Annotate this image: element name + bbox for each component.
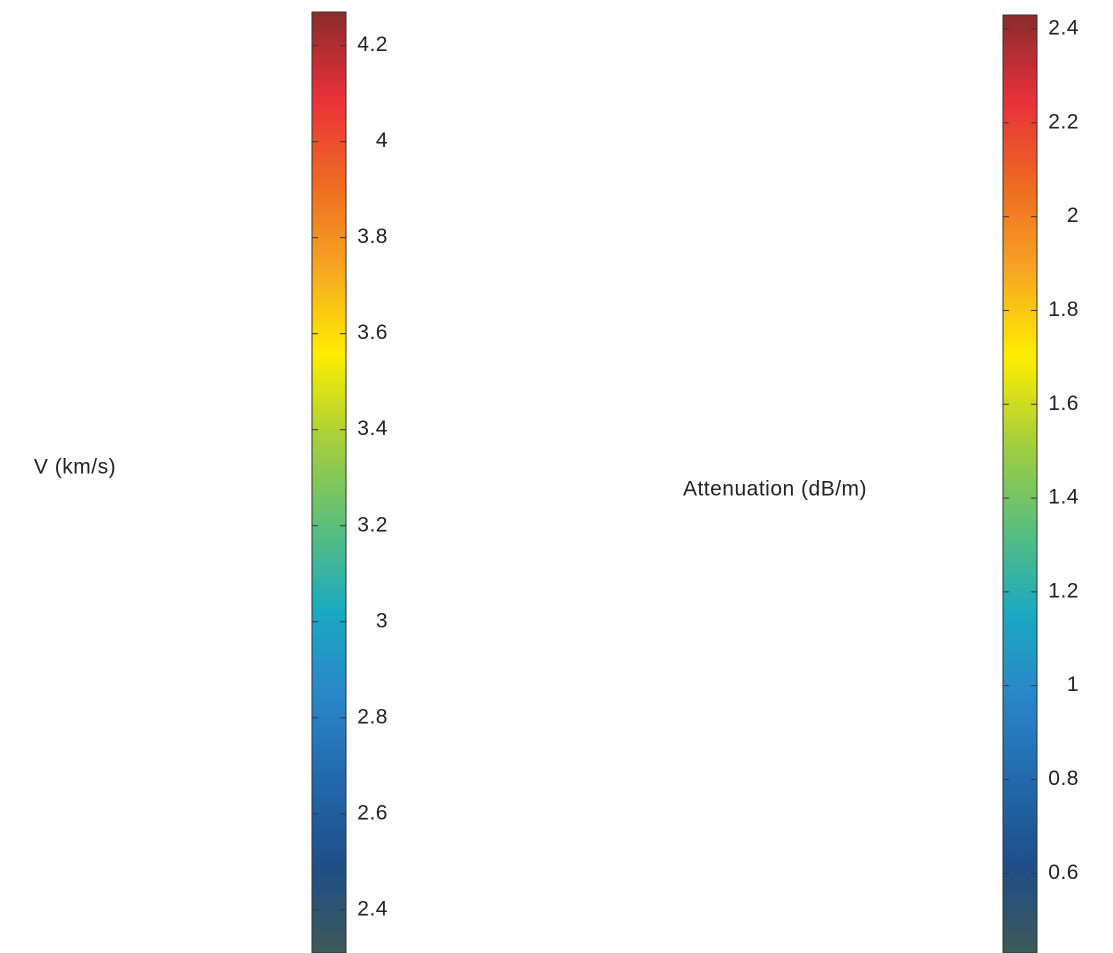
tick-label: 1.4 (1048, 486, 1079, 509)
tick-label: 1.2 (1048, 579, 1079, 602)
colorbar-label: Attenuation (dB/m) (683, 478, 867, 501)
tick-label: 3.4 (357, 417, 388, 440)
colorbar (311, 11, 347, 953)
tick-label: 2.8 (357, 705, 388, 728)
tick-label: 3 (376, 609, 388, 632)
tick-label: 4.2 (357, 33, 388, 56)
colorbar (1002, 14, 1038, 953)
tick-label: 3.8 (357, 225, 388, 248)
tick-label: 3.6 (357, 321, 388, 344)
tick-label: 1.8 (1048, 298, 1079, 321)
tick-label: 1.6 (1048, 392, 1079, 415)
tick-label: 2.4 (357, 897, 388, 920)
tick-label: 1 (1067, 673, 1079, 696)
colorbar-label: V (km/s) (34, 456, 116, 479)
tick-label: 0.6 (1048, 861, 1079, 884)
tick-label: 2.6 (357, 801, 388, 824)
tick-label: 0.8 (1048, 767, 1079, 790)
tick-label: 2 (1067, 204, 1079, 227)
tick-label: 2.2 (1048, 110, 1079, 133)
tick-label: 3.2 (357, 513, 388, 536)
tick-label: 4 (376, 129, 388, 152)
tick-label: 2.4 (1048, 17, 1079, 40)
